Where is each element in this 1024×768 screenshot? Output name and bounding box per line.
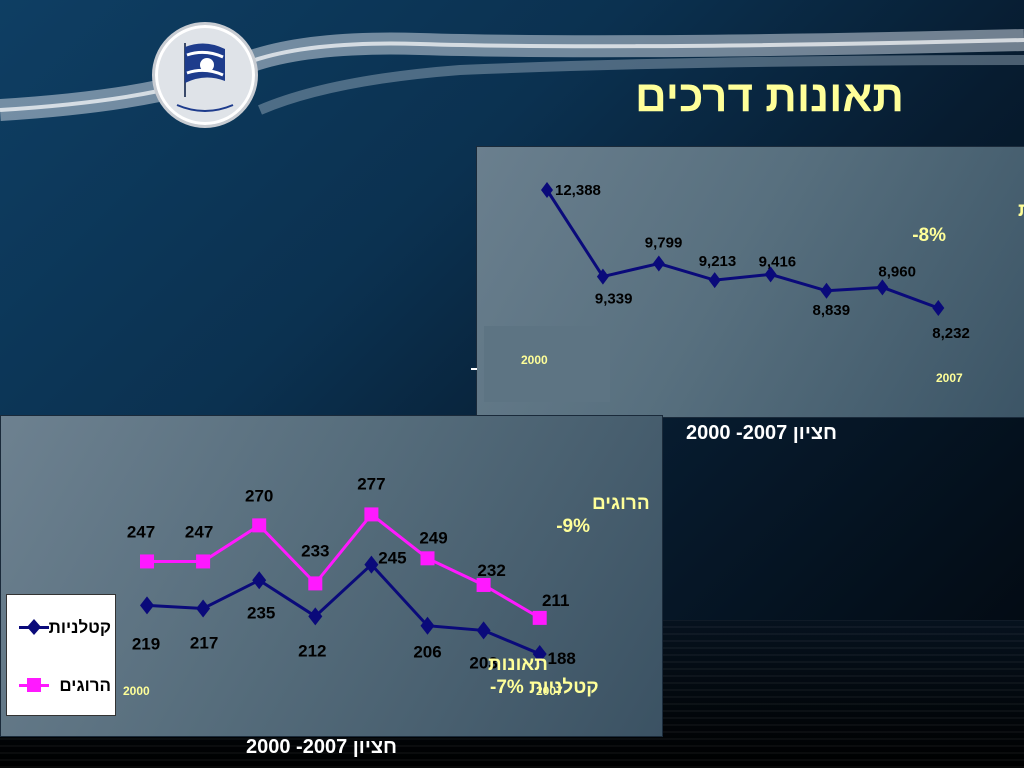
killed-point-2002 xyxy=(252,518,267,533)
fatal-point-2007 xyxy=(532,644,547,663)
diamond-marker-icon xyxy=(27,619,41,635)
data-label-2004: 9,416 xyxy=(759,253,797,270)
fatal-point-2003 xyxy=(308,607,323,626)
data-label-2000: 12,388 xyxy=(555,182,601,199)
fatal-label-2005: 206 xyxy=(413,643,441,662)
killed-point-2007 xyxy=(532,610,547,625)
fatal-label-2007: 188 xyxy=(548,649,576,668)
top-chart-caption: חציון 2007- 2000 xyxy=(686,422,838,444)
data-label-2005: 8,839 xyxy=(813,302,851,319)
killed-point-2004 xyxy=(364,507,379,522)
legend-item-injured: הרוגים xyxy=(15,673,115,697)
fatal-point-2000 xyxy=(140,596,154,615)
killed-point-2003 xyxy=(308,576,323,591)
fatal-point-2005 xyxy=(420,616,435,635)
bottom-chart-end-year: 2007 xyxy=(536,684,563,698)
killed-point-2000 xyxy=(140,554,154,569)
series-line-fatal xyxy=(146,562,541,656)
fatal-label-2004: 245 xyxy=(378,549,406,568)
page-title: תאונות דרכים xyxy=(634,72,904,121)
killed-point-2005 xyxy=(420,551,435,566)
killed-label-2007: 211 xyxy=(542,591,569,610)
killed-label-2004: 277 xyxy=(357,474,385,493)
fatal-label-2000: 219 xyxy=(132,634,160,653)
fatal-label-2003: 212 xyxy=(298,641,326,660)
legend-label-fatal: קטלניות xyxy=(48,618,111,637)
killed-point-2006 xyxy=(476,577,491,592)
killed-annotation-label: הרוגים xyxy=(592,493,650,514)
data-point-2001 xyxy=(596,268,609,285)
fatal-point-2002 xyxy=(252,571,267,590)
data-label-2006: 8,960 xyxy=(878,263,916,280)
data-label-2007: 8,232 xyxy=(932,325,970,342)
top-chart-start-year: 2000 xyxy=(521,353,548,367)
total-accidents-annotation-label: סה"כ תאונות xyxy=(1018,200,1024,221)
killed-annotation-value: -9% xyxy=(556,516,590,537)
total-accidents-annotation-value: -8% xyxy=(912,225,946,246)
square-marker-icon xyxy=(27,678,41,692)
fatal-label-2001: 217 xyxy=(190,633,218,652)
data-point-2006 xyxy=(876,279,889,296)
background-swoosh xyxy=(0,29,1024,121)
top-chart-inner-box xyxy=(484,326,610,402)
data-point-2004 xyxy=(764,266,777,283)
data-point-2003 xyxy=(708,272,721,289)
fatal-point-2001 xyxy=(196,599,211,618)
data-label-2003: 9,213 xyxy=(699,253,737,270)
emblem-logo xyxy=(152,22,258,128)
fatal-annotation-value: קטלניות 7%- xyxy=(490,677,599,698)
divider-mark xyxy=(471,368,477,370)
fatal-label-2006: 203 xyxy=(469,653,497,672)
legend-item-fatal: קטלניות xyxy=(15,615,115,639)
data-point-2000 xyxy=(541,182,553,198)
top-chart-end-year: 2007 xyxy=(936,371,963,385)
killed-label-2006: 232 xyxy=(477,561,505,580)
chart-legend: קטלניות הרוגים xyxy=(6,594,116,716)
fatal-annotation-label: תאונות xyxy=(488,654,548,675)
killed-point-2001 xyxy=(196,554,211,569)
series-line-total-accidents xyxy=(545,189,939,310)
data-point-2007 xyxy=(932,300,945,316)
flag-emblem-icon xyxy=(176,43,234,112)
bottom-chart-start-year: 2000 xyxy=(123,684,150,698)
killed-label-2000: 247 xyxy=(127,522,155,541)
killed-label-2005: 249 xyxy=(419,528,447,547)
fatal-point-2004 xyxy=(364,555,379,574)
data-point-2002 xyxy=(652,255,665,272)
killed-label-2002: 270 xyxy=(245,486,273,505)
fatal-label-2002: 235 xyxy=(247,603,275,622)
series-line-killed xyxy=(147,512,541,620)
data-label-2001: 9,339 xyxy=(595,291,633,308)
killed-label-2001: 247 xyxy=(185,522,213,541)
fatal-point-2006 xyxy=(476,621,491,640)
data-point-2005 xyxy=(820,282,833,299)
bottom-chart-caption: חציון 2007- 2000 xyxy=(246,736,398,758)
legend-label-injured: הרוגים xyxy=(59,676,111,695)
killed-label-2003: 233 xyxy=(301,541,329,560)
data-label-2002: 9,799 xyxy=(645,235,683,252)
